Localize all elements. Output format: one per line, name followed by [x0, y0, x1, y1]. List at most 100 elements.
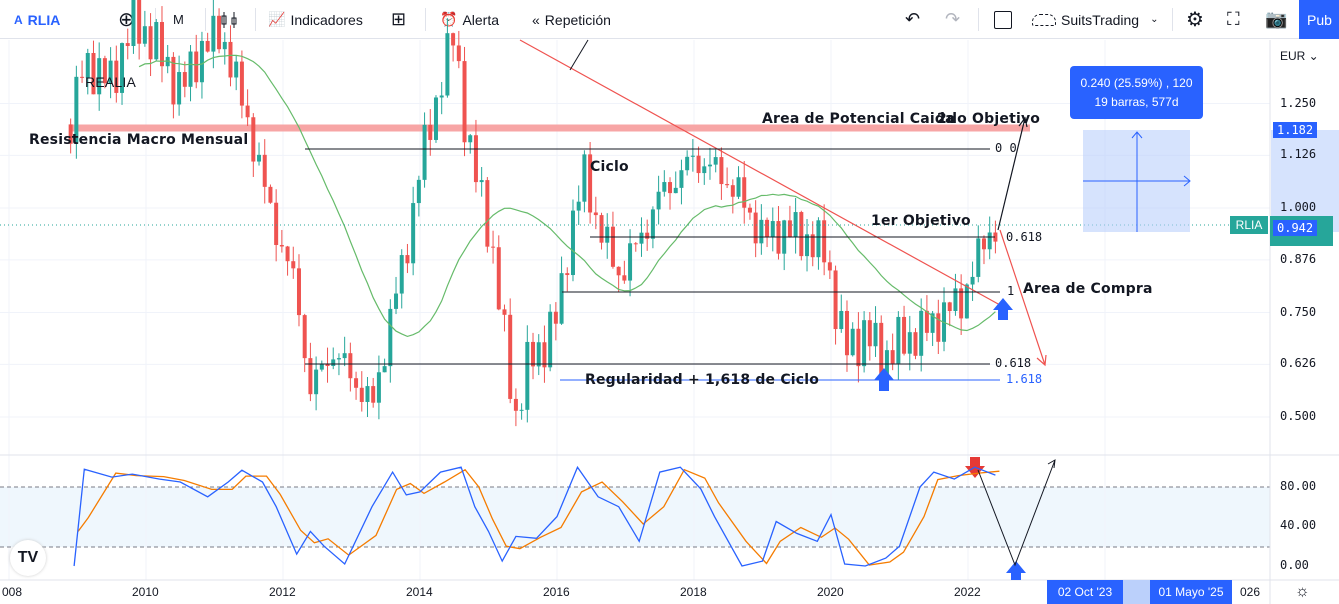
candle-body: [108, 60, 113, 84]
candle-body: [947, 302, 952, 312]
measure-arrows: [1083, 131, 1191, 232]
time-axis-settings-icon[interactable]: ☼: [1295, 583, 1310, 600]
candle-body: [753, 212, 758, 244]
candle-body: [610, 226, 615, 267]
moving-average-line: [138, 54, 996, 338]
candle-body: [839, 310, 844, 330]
settings-gear-icon[interactable]: ⚙: [1186, 9, 1204, 31]
candle-body: [582, 154, 587, 202]
buy-arrow-icon: [993, 298, 1013, 320]
candle-body: [719, 157, 724, 185]
candle-body: [924, 310, 929, 333]
fullscreen-icon[interactable]: ⛶: [1227, 9, 1240, 29]
candle-body: [114, 60, 119, 93]
candle-body: [85, 53, 90, 78]
candles-icon[interactable]: [220, 0, 238, 39]
publish-button[interactable]: Pub: [1299, 0, 1339, 39]
currency-selector[interactable]: EUR ⌄: [1280, 49, 1319, 63]
candle-body: [319, 363, 324, 370]
templates-icon[interactable]: ⊞: [391, 9, 407, 29]
candle-body: [668, 182, 673, 194]
candle-body: [154, 22, 159, 60]
candle-body: [422, 124, 427, 180]
candle-body: [827, 262, 832, 271]
annotation-potential-drop: Area de Potencial Caida: [762, 111, 955, 127]
annotation-buy-area: Area de Compra: [1023, 281, 1153, 297]
candle-body: [97, 58, 102, 95]
tradingview-logo: TV: [10, 540, 46, 576]
candle-body: [616, 266, 621, 276]
alert-label: Alerta: [462, 11, 500, 28]
candle-body: [867, 320, 872, 347]
candle-body: [696, 155, 701, 174]
time-tick-label: 008: [2, 585, 23, 599]
candle-body: [365, 386, 370, 402]
candle-body: [462, 61, 467, 143]
candle-body: [274, 202, 279, 246]
candle-body: [228, 41, 233, 78]
candle-body: [725, 184, 730, 186]
candle-body: [348, 353, 353, 379]
replay-button[interactable]: «Repetición: [532, 0, 611, 39]
annotation-regularity: Regularidad + 1,618 de Ciclo: [585, 372, 820, 388]
alert-button[interactable]: ⏰ Alerta: [440, 0, 499, 39]
candle-body: [844, 310, 849, 356]
candle-body: [662, 182, 667, 192]
candles: [68, 0, 998, 427]
candle-body: [80, 76, 85, 78]
camera-icon[interactable]: 📷: [1265, 9, 1288, 29]
candle-body: [188, 51, 193, 87]
candle-body: [91, 53, 96, 95]
candle-body: [445, 33, 450, 96]
candle-body: [902, 316, 907, 354]
candle-body: [268, 186, 273, 203]
layout-name-button[interactable]: SuitsTrading ⌄: [1032, 0, 1158, 39]
candle-body: [217, 15, 222, 50]
fib-label-1618: 1.618: [1006, 372, 1043, 386]
candle-body: [639, 232, 644, 244]
candle-body: [599, 215, 604, 243]
projection-down-arrow: [999, 229, 1047, 367]
candle-body: [342, 353, 347, 359]
candle-body: [576, 201, 581, 211]
candle-body: [656, 191, 661, 210]
candle-body: [257, 154, 262, 162]
redo-icon[interactable]: ↷: [945, 9, 961, 29]
symbol-search[interactable]: A RLIA: [14, 0, 60, 39]
add-symbol-icon[interactable]: ⊕: [118, 9, 135, 31]
grid: [0, 40, 1270, 580]
measure-tooltip: 0.240 (25.59%) , 120 19 barras, 577d: [1070, 66, 1203, 119]
undo-icon[interactable]: ↶: [905, 9, 921, 29]
candle-body: [296, 268, 301, 316]
stoch-band: [0, 487, 1270, 547]
candle-body: [890, 350, 895, 364]
interval-button[interactable]: M: [173, 12, 184, 27]
time-range-highlight: [1123, 580, 1150, 604]
candle-body: [862, 320, 867, 367]
candle-body: [650, 209, 655, 239]
candle-body: [411, 203, 416, 264]
candle-body: [354, 378, 359, 388]
stoch-tick-label: 0.00: [1280, 558, 1309, 572]
fullscreen-layout-icon[interactable]: [994, 0, 1012, 39]
candle-body: [142, 26, 147, 44]
candle-body: [376, 372, 381, 403]
indicators-button[interactable]: 📈 Indicadores: [268, 0, 363, 39]
price-tick-label: 0.750: [1280, 304, 1317, 319]
layout-name-label: SuitsTrading: [1061, 11, 1140, 28]
candle-body: [628, 243, 633, 281]
trend-stroke: [569, 39, 589, 71]
replay-label: Repetición: [544, 11, 611, 28]
candle-body: [68, 124, 73, 144]
candle-body: [177, 72, 182, 105]
price-axis-highlight: [1271, 130, 1339, 232]
rewind-icon: «: [532, 11, 540, 28]
candle-body: [685, 156, 690, 171]
candle-body: [171, 56, 176, 105]
candle-body: [799, 212, 804, 257]
candle-body: [964, 284, 969, 319]
candle-body: [485, 180, 490, 247]
candle-body: [479, 180, 484, 183]
candle-body: [451, 33, 456, 46]
